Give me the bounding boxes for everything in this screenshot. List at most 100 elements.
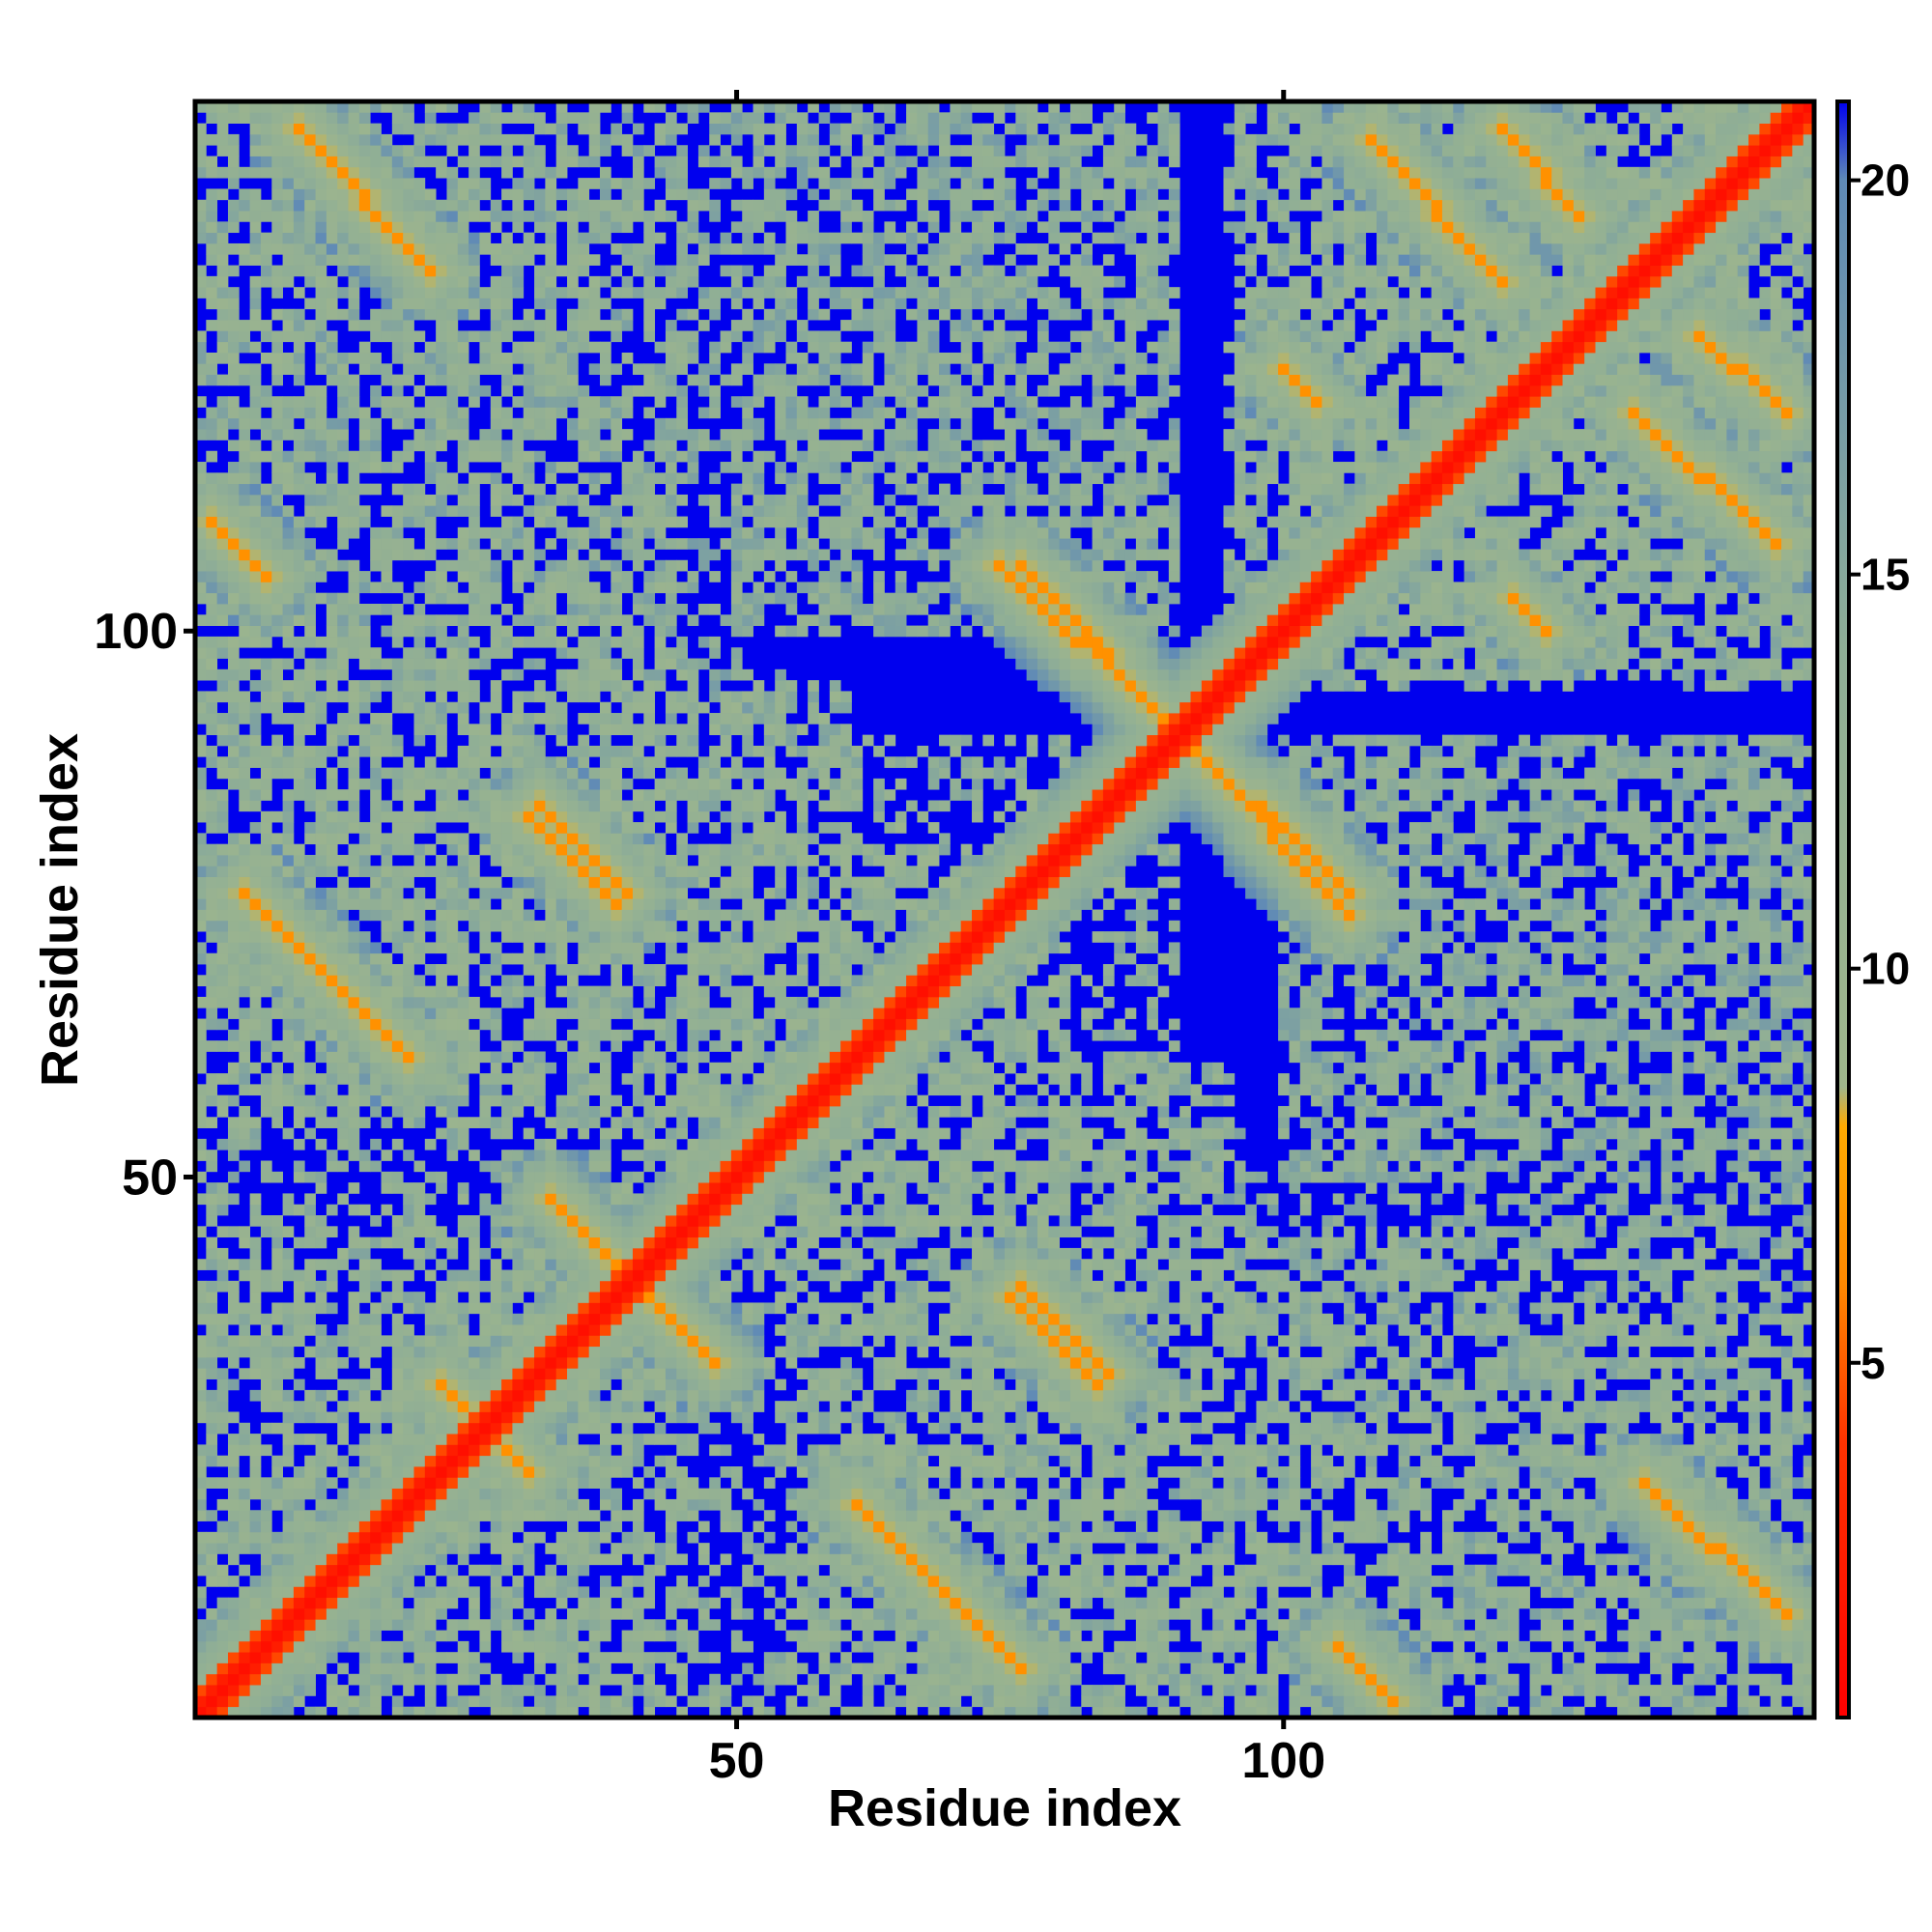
heatmap-cell (446, 1586, 459, 1599)
heatmap-cell (457, 701, 469, 714)
heatmap-cell (545, 1586, 557, 1599)
heatmap-cell (469, 156, 480, 168)
heatmap-cell (501, 625, 513, 638)
heatmap-cell (206, 582, 218, 594)
heatmap-cell (567, 876, 579, 889)
heatmap-cell (600, 876, 611, 889)
heatmap-cell (293, 516, 305, 528)
heatmap-cell (545, 1444, 557, 1457)
heatmap-cell (216, 298, 229, 310)
heatmap-cell (545, 1543, 557, 1554)
heatmap-cell (446, 1280, 459, 1293)
heatmap-cell (239, 1117, 251, 1128)
heatmap-cell (216, 1673, 229, 1686)
heatmap-cell (600, 1630, 611, 1642)
heatmap-cell (403, 275, 414, 288)
heatmap-cell (643, 756, 656, 768)
heatmap-cell (381, 1576, 393, 1587)
heatmap-cell (216, 1193, 229, 1206)
heatmap-cell (282, 1543, 295, 1554)
heatmap-cell (424, 822, 437, 834)
heatmap-cell (501, 1160, 513, 1173)
heatmap-cell (348, 887, 360, 899)
heatmap-cell (611, 1226, 623, 1238)
heatmap-cell (370, 658, 382, 670)
heatmap-cell (457, 1586, 469, 1599)
heatmap-cell (567, 767, 579, 780)
heatmap-cell (282, 1259, 295, 1270)
heatmap-cell (501, 1204, 513, 1216)
heatmap-cell (424, 505, 437, 517)
heatmap-cell (239, 429, 251, 440)
heatmap-cell (501, 1324, 513, 1336)
heatmap-cell (315, 133, 327, 146)
heatmap-cell (457, 614, 469, 626)
heatmap-cell (479, 1444, 492, 1457)
heatmap-cell (326, 232, 338, 244)
heatmap-cell (469, 298, 480, 310)
heatmap-cell (391, 450, 404, 463)
heatmap-cell (457, 1138, 469, 1151)
heatmap-cell (370, 833, 382, 845)
heatmap-cell (469, 1226, 480, 1238)
heatmap-cell (326, 1510, 338, 1521)
heatmap-cell (304, 691, 316, 703)
heatmap-cell (391, 668, 404, 681)
heatmap-cell (381, 265, 393, 277)
heatmap-cell (545, 1302, 557, 1315)
heatmap-cell (304, 242, 316, 255)
heatmap-cell (206, 1215, 218, 1227)
heatmap-cell (611, 964, 623, 976)
heatmap-cell (370, 384, 382, 397)
heatmap-cell (239, 462, 251, 473)
heatmap-cell (424, 1685, 437, 1696)
heatmap-cell (479, 1280, 492, 1293)
heatmap-cell (457, 866, 469, 877)
heatmap-cell (304, 472, 316, 485)
heatmap-cell (260, 1520, 272, 1533)
heatmap-cell (643, 767, 656, 780)
heatmap-cell (227, 713, 240, 724)
heatmap-cell (501, 1477, 513, 1490)
heatmap-cell (479, 920, 492, 932)
heatmap-cell (578, 178, 590, 189)
heatmap-cell (348, 942, 360, 954)
heatmap-cell (381, 680, 393, 692)
heatmap-cell (358, 985, 371, 998)
heatmap-cell (239, 1444, 251, 1457)
heatmap-cell (490, 1018, 502, 1031)
heatmap-cell (239, 472, 251, 485)
heatmap-cell (391, 1313, 404, 1325)
heatmap-cell (227, 1576, 240, 1587)
heatmap-cell (643, 1062, 656, 1074)
heatmap-cell (216, 417, 229, 430)
heatmap-cell (665, 1138, 677, 1151)
heatmap-cell (424, 713, 437, 724)
heatmap-cell (403, 1673, 414, 1686)
heatmap-cell (249, 942, 262, 954)
heatmap-cell (600, 298, 611, 310)
heatmap-cell (413, 1160, 426, 1173)
heatmap-cell (348, 964, 360, 976)
heatmap-cell (282, 1455, 295, 1467)
heatmap-cell (239, 767, 251, 780)
heatmap-cell (523, 1150, 535, 1161)
heatmap-cell (567, 1477, 579, 1490)
heatmap-cell (260, 1094, 272, 1107)
heatmap-cell (206, 242, 218, 255)
heatmap-cell (611, 1411, 623, 1424)
heatmap-cell (348, 625, 360, 638)
heatmap-cell (567, 275, 579, 288)
heatmap-cell (216, 1346, 229, 1358)
heatmap-cell (370, 1531, 382, 1544)
heatmap-cell (643, 526, 656, 539)
heatmap-cell (469, 1292, 480, 1303)
heatmap-cell (490, 1389, 502, 1402)
heatmap-cell (413, 975, 426, 987)
heatmap-cell (469, 178, 480, 189)
heatmap-cell (358, 516, 371, 528)
heatmap-cell (523, 713, 535, 724)
heatmap-cell (501, 1356, 513, 1369)
heatmap-cell (326, 658, 338, 670)
heatmap-cell (643, 571, 656, 582)
